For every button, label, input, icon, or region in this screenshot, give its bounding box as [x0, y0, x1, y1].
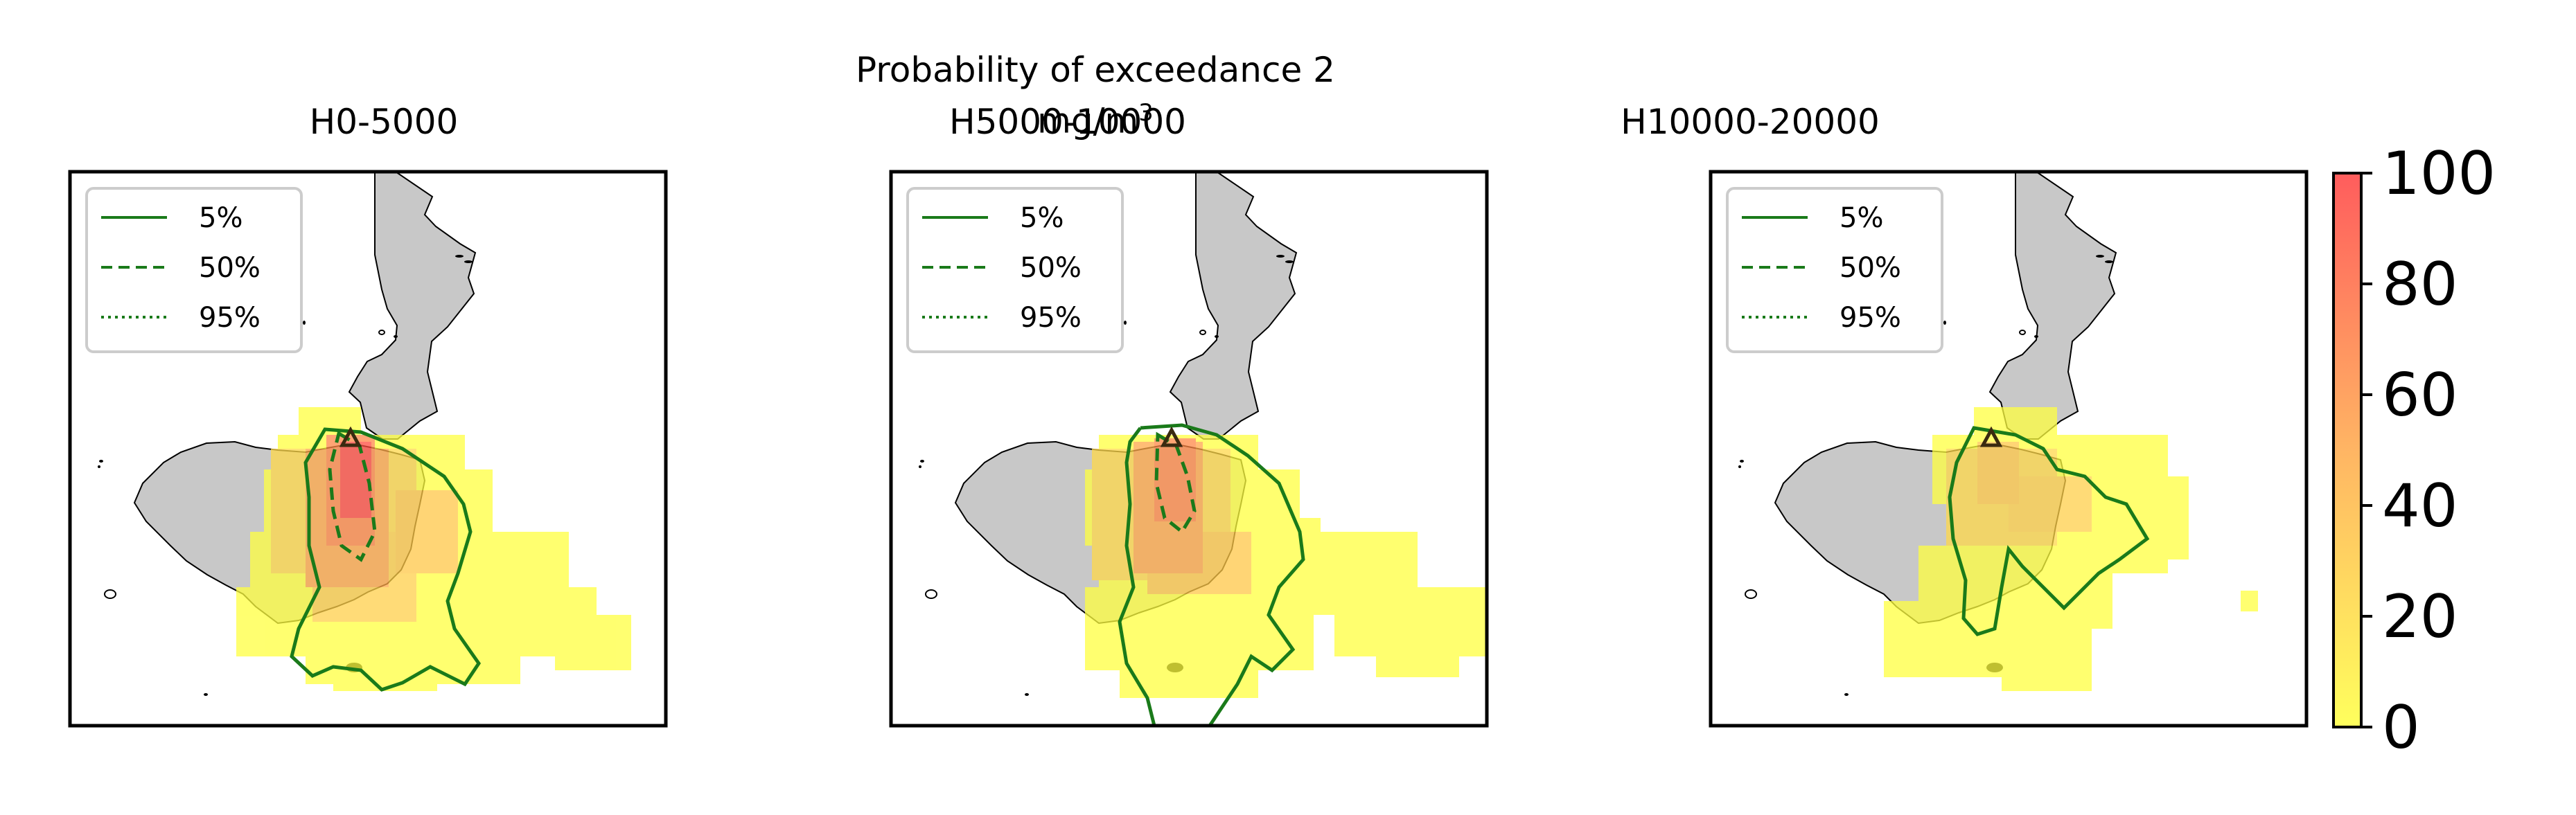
colorbar-gradient — [2334, 173, 2361, 727]
colorbar-tick-label: 20 — [2382, 582, 2458, 652]
figure-title: Probability of exceedance 2 mg/m3 — [832, 48, 1359, 143]
panel-3-title: H10000-20000 — [1621, 102, 1880, 142]
panel-3-probability-field — [1884, 407, 2258, 691]
panel-1-legend: 5% 50% 95% — [85, 187, 303, 353]
colorbar-tick-label: 80 — [2382, 250, 2458, 319]
panel-2-vent-icon — [1160, 426, 1183, 447]
colorbar-tick-label: 40 — [2382, 472, 2458, 541]
panel-3-contour-5pct — [1948, 426, 2150, 636]
panel-3-vent-icon — [1979, 426, 2003, 447]
figure-title-text: Probability of exceedance 2 mg/m — [856, 50, 1335, 141]
panel-2-legend-50pct: 50% — [1020, 252, 1082, 284]
colorbar-tick-label: 100 — [2382, 139, 2496, 208]
panel-2-contours — [1118, 423, 1305, 727]
panel-1-contour-50pct — [328, 431, 377, 562]
panel-1-legend-95pct: 95% — [199, 302, 261, 334]
colorbar: 0 20 40 60 80 100 — [2332, 139, 2496, 762]
panel-1-title: H0-5000 — [309, 102, 459, 142]
panel-3-legend: 5% 50% 95% — [1726, 187, 1943, 353]
panel-1-contours — [290, 427, 482, 692]
panel-1-contour-5pct — [290, 427, 482, 692]
colorbar-tick-label: 0 — [2382, 693, 2420, 762]
panel-3-contours — [1948, 426, 2150, 636]
panel-3-legend-5pct: 5% — [1840, 202, 1883, 234]
colorbar-ticks: 0 20 40 60 80 100 — [2361, 139, 2496, 762]
panel-2-contour-5pct — [1118, 423, 1305, 727]
panel-1-map: 5% 50% 95% — [68, 170, 668, 728]
panel-1-legend-50pct: 50% — [199, 252, 261, 284]
panel-2-contour-50pct — [1154, 431, 1197, 535]
panel-3-legend-50pct: 50% — [1840, 252, 1901, 284]
panel-2-title: H5000-10000 — [949, 102, 1186, 142]
colorbar-tick-label: 60 — [2382, 361, 2458, 430]
panel-2-map: 5% 50% 95% — [889, 170, 1489, 728]
panel-1-legend-5pct: 5% — [199, 202, 242, 234]
panel-1-probability-field — [236, 407, 631, 691]
panel-3-legend-95pct: 95% — [1840, 302, 1901, 334]
panel-3-map: 5% 50% 95% — [1709, 170, 2309, 728]
panel-2-legend-5pct: 5% — [1020, 202, 1064, 234]
panel-2-legend: 5% 50% 95% — [906, 187, 1124, 353]
panel-2-legend-95pct: 95% — [1020, 302, 1082, 334]
figure-title-superscript: 3 — [1138, 99, 1154, 127]
panel-1-vent-icon — [339, 426, 362, 447]
